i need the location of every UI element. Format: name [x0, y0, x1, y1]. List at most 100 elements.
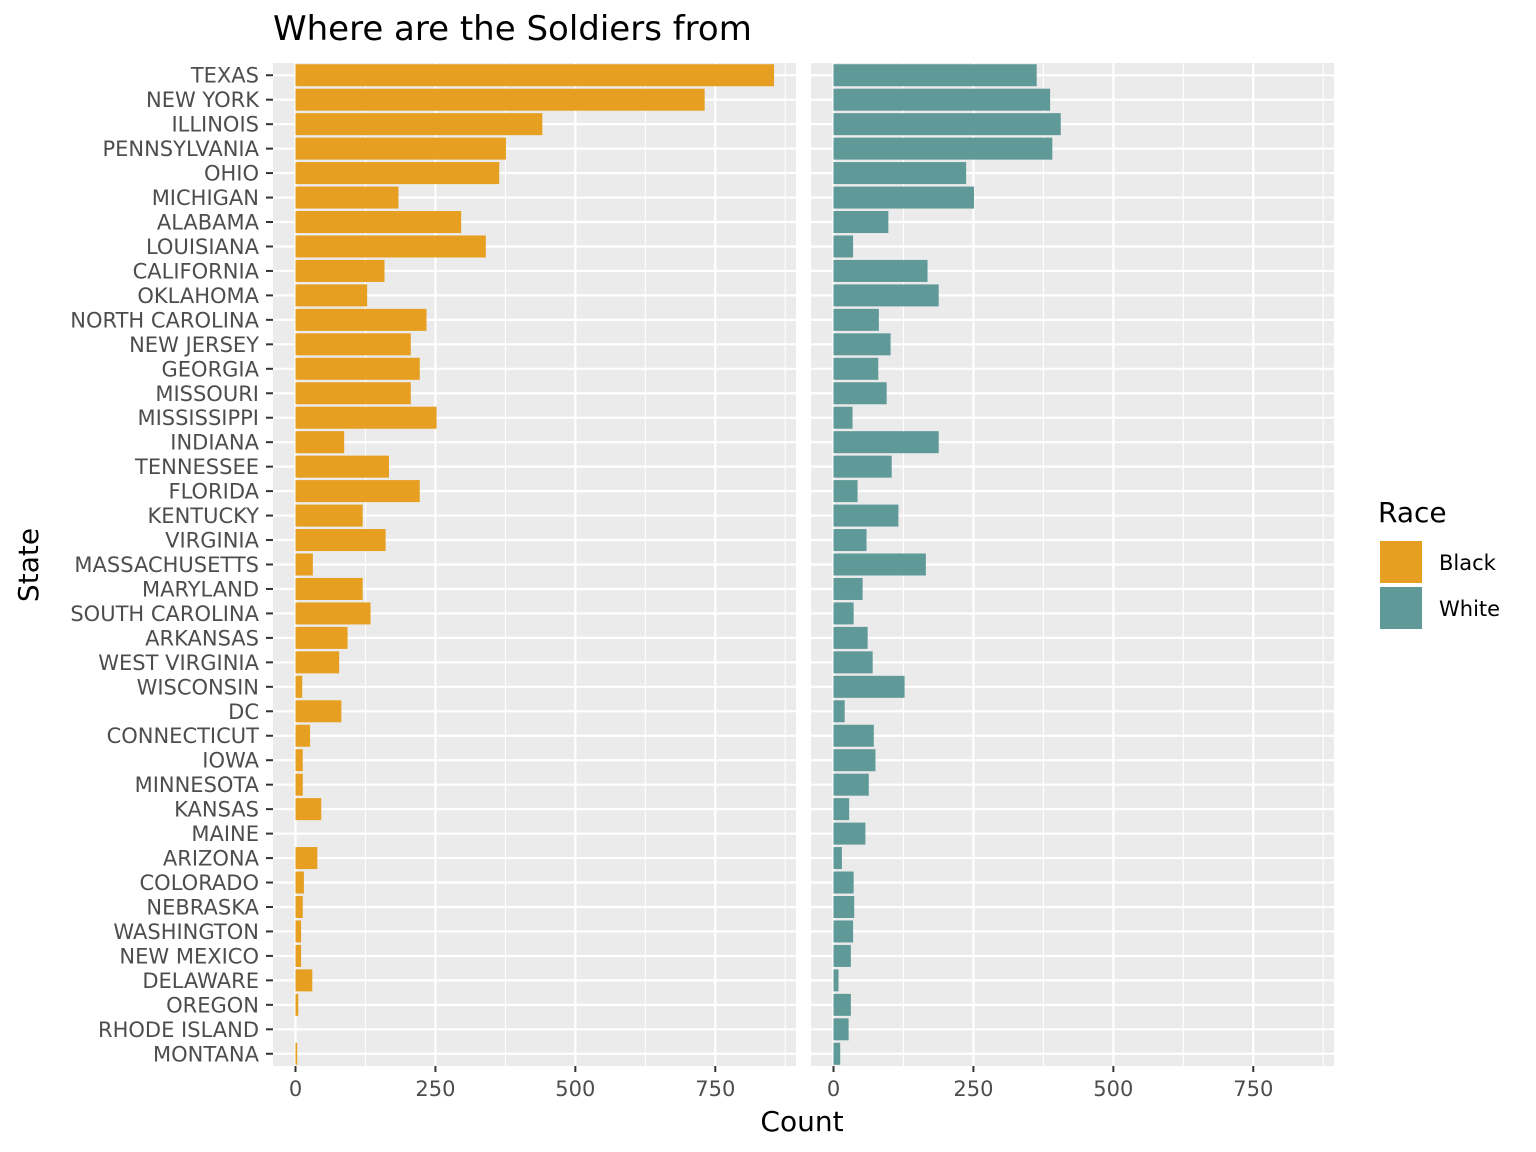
- bar-black-montana: [295, 1042, 298, 1065]
- y-tick-label: MISSOURI: [155, 382, 259, 406]
- x-tick-label: 500: [555, 1077, 595, 1101]
- bar-white-mississippi: [833, 406, 853, 429]
- bar-black-north-carolina: [295, 308, 427, 331]
- bar-white-indiana: [833, 431, 939, 454]
- bar-black-new-york: [295, 88, 705, 111]
- y-tick-label: COLORADO: [140, 871, 259, 895]
- bar-white-florida: [833, 480, 858, 503]
- bar-white-oregon: [833, 993, 851, 1016]
- panel-black: 0 250 500 750: [273, 63, 796, 1101]
- y-tick-label: NEW YORK: [146, 88, 260, 112]
- bar-black-tennessee: [295, 455, 389, 478]
- panels: 0 250 500 750 0 250 500 750: [273, 63, 1334, 1101]
- y-tick-label: LOUISIANA: [146, 235, 260, 259]
- bar-white-new-jersey: [833, 333, 891, 356]
- bar-white-connecticut: [833, 724, 874, 747]
- bar-white-illinois: [833, 113, 1061, 136]
- y-tick-label: FLORIDA: [168, 480, 259, 504]
- legend-key-black: [1378, 539, 1424, 585]
- y-axis-title: State: [12, 528, 45, 602]
- bar-black-south-carolina: [295, 602, 371, 625]
- bar-white-minnesota: [833, 773, 869, 796]
- chart-title: Where are the Soldiers from: [273, 9, 752, 49]
- bar-black-california: [295, 259, 385, 282]
- bar-white-washington: [833, 920, 854, 943]
- y-tick-label: CONNECTICUT: [107, 724, 260, 748]
- bar-white-virginia: [833, 529, 867, 552]
- y-tick-label: KANSAS: [174, 798, 259, 822]
- y-tick-label: MONTANA: [153, 1042, 260, 1066]
- bar-white-colorado: [833, 871, 854, 894]
- y-tick-label: TENNESSEE: [134, 455, 259, 479]
- bar-white-pennsylvania: [833, 137, 1053, 160]
- y-tick-label: ARIZONA: [163, 847, 260, 871]
- bar-white-west-virginia: [833, 651, 873, 674]
- x-tick-label: 250: [953, 1077, 993, 1101]
- y-tick-label: MINNESOTA: [135, 773, 260, 797]
- y-tick-label: WISCONSIN: [137, 675, 259, 699]
- bar-black-virginia: [295, 529, 386, 552]
- y-tick-label: MICHIGAN: [152, 186, 259, 210]
- bar-black-arizona: [295, 847, 318, 870]
- y-tick-label: NEW MEXICO: [119, 944, 259, 968]
- bar-black-arkansas: [295, 626, 348, 649]
- x-tick-label: 750: [1233, 1077, 1273, 1101]
- bar-black-indiana: [295, 431, 345, 454]
- bar-black-dc: [295, 700, 342, 723]
- bar-white-arizona: [833, 847, 842, 870]
- y-tick-label: PENNSYLVANIA: [102, 137, 259, 161]
- legend: Race Black White: [1378, 496, 1500, 631]
- y-tick-label: INDIANA: [170, 431, 259, 455]
- x-axis-title: Count: [760, 1105, 843, 1138]
- bar-black-illinois: [295, 113, 543, 136]
- bar-white-new-mexico: [833, 944, 851, 967]
- bar-black-new-mexico: [295, 944, 302, 967]
- y-tick-label: ILLINOIS: [171, 113, 259, 137]
- y-tick-label: MARYLAND: [142, 577, 259, 601]
- bar-white-texas: [833, 64, 1037, 87]
- bar-black-ohio: [295, 162, 500, 185]
- y-tick-label: NEW JERSEY: [129, 333, 259, 357]
- bar-black-nebraska: [295, 895, 303, 918]
- bar-white-nebraska: [833, 895, 855, 918]
- y-tick-label: MASSACHUSETTS: [74, 553, 259, 577]
- legend-title: Race: [1378, 496, 1447, 529]
- bar-white-dc: [833, 700, 845, 723]
- bar-black-wisconsin: [295, 675, 303, 698]
- bar-black-colorado: [295, 871, 304, 894]
- bar-white-maine: [833, 822, 866, 845]
- bar-white-maryland: [833, 577, 863, 600]
- bar-black-texas: [295, 64, 775, 87]
- y-tick-label: OHIO: [204, 162, 259, 186]
- bar-white-rhode-island: [833, 1018, 849, 1041]
- bar-white-massachusetts: [833, 553, 926, 576]
- bar-black-oklahoma: [295, 284, 368, 307]
- legend-label-white: White: [1439, 597, 1500, 621]
- bar-white-north-carolina: [833, 308, 879, 331]
- bar-black-florida: [295, 480, 420, 503]
- bar-black-louisiana: [295, 235, 486, 258]
- y-tick-label: SOUTH CAROLINA: [70, 602, 259, 626]
- bar-black-mississippi: [295, 406, 437, 429]
- bar-white-kentucky: [833, 504, 899, 527]
- legend-label-black: Black: [1439, 551, 1497, 575]
- bar-black-kansas: [295, 798, 322, 821]
- bar-white-kansas: [833, 798, 850, 821]
- bar-black-connecticut: [295, 724, 311, 747]
- x-tick-label: 0: [289, 1077, 302, 1101]
- legend-key-white: [1378, 585, 1424, 631]
- bar-white-louisiana: [833, 235, 854, 258]
- bar-white-alabama: [833, 211, 889, 234]
- bar-black-new-jersey: [295, 333, 411, 356]
- bar-black-iowa: [295, 749, 303, 772]
- bar-white-california: [833, 259, 928, 282]
- bar-white-south-carolina: [833, 602, 854, 625]
- bar-black-michigan: [295, 186, 399, 209]
- y-tick-label: NORTH CAROLINA: [70, 308, 259, 332]
- x-tick-label: 500: [1093, 1077, 1133, 1101]
- panel-white: 0 250 500 750: [811, 63, 1334, 1101]
- bar-white-michigan: [833, 186, 974, 209]
- x-tick-label: 750: [695, 1077, 735, 1101]
- bar-white-missouri: [833, 382, 887, 405]
